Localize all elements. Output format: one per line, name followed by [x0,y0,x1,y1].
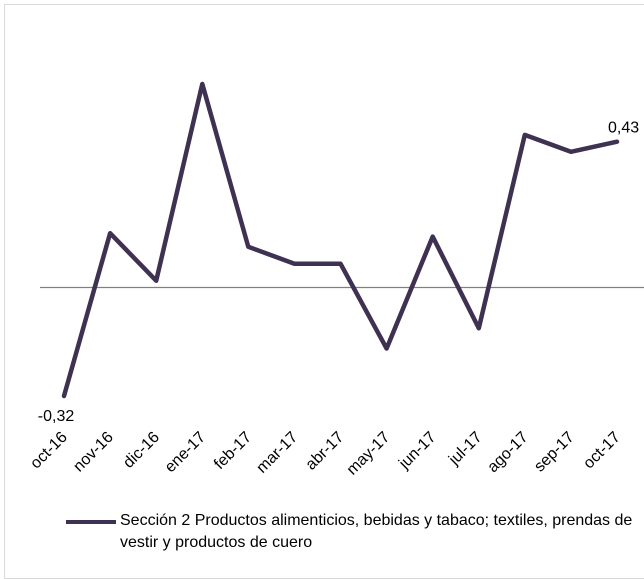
legend-swatch [66,520,116,524]
x-tick-label: nov-16 [70,429,117,476]
x-tick-label: jun-17 [395,429,439,473]
x-tick-label: feb-17 [211,429,255,473]
data-label: -0,32 [38,408,75,425]
series-line [61,81,620,399]
x-tick-label: may-17 [344,429,394,479]
x-tick-label: abr-17 [303,429,348,474]
data-labels: -0,32 0,43 [38,120,639,425]
x-tick-label: mar-17 [253,429,301,477]
legend-label: Sección 2 Productos alimenticios, bebida… [120,512,633,551]
legend: Sección 2 Productos alimenticios, bebida… [66,510,640,554]
data-label: 0,43 [608,120,639,137]
x-tick-label: oct-16 [27,429,71,473]
x-tick-label: ene-17 [162,429,209,476]
x-tick-label: dic-16 [120,429,163,472]
x-tick-label: sep-17 [531,429,578,476]
x-tick-label: oct-17 [580,429,624,473]
x-tick-label: jul-17 [445,429,485,469]
x-tick-label: ago-17 [484,429,531,476]
